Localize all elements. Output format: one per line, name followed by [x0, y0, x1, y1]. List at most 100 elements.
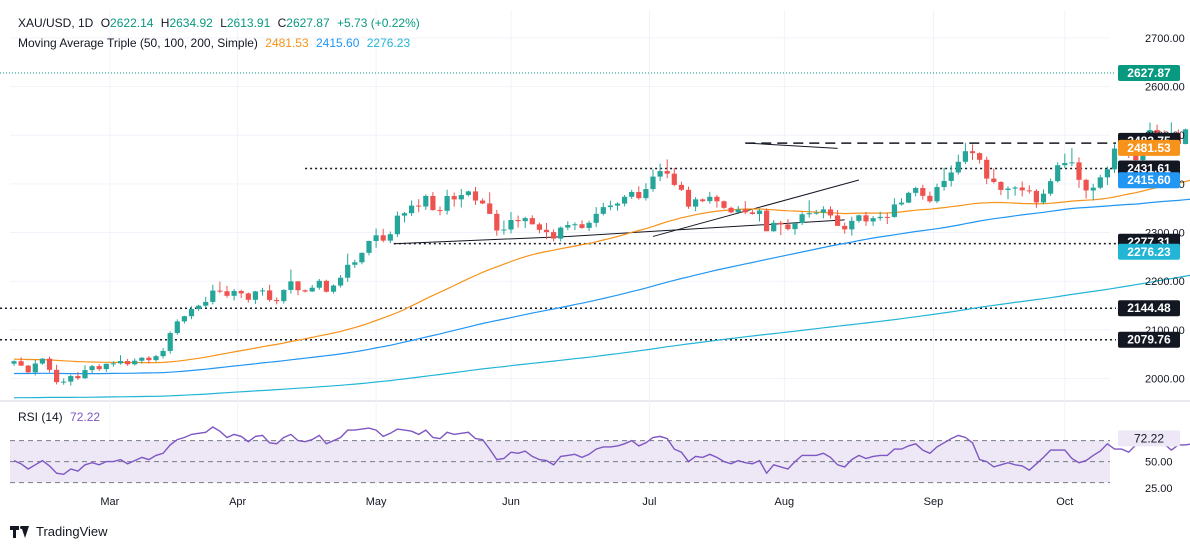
candle-body: [1026, 190, 1032, 192]
candle-body: [1012, 187, 1018, 189]
symbol-label[interactable]: XAU/USD, 1D: [18, 16, 94, 30]
candle: [700, 198, 706, 203]
candle-body: [359, 252, 365, 263]
candle: [167, 331, 173, 354]
candle-body: [75, 376, 81, 379]
candle: [1033, 189, 1039, 208]
candle: [217, 281, 223, 294]
candle: [891, 198, 897, 218]
candle-body: [472, 191, 479, 201]
candle-body: [96, 366, 102, 370]
candle-body: [345, 264, 351, 278]
candle-body: [607, 205, 613, 208]
time-axis: Mar Apr May Jun Jul Aug Sep Oct: [100, 496, 1073, 508]
last-price-tag-box: [1118, 65, 1180, 82]
rsi-legend: RSI (14) 72.22: [18, 410, 104, 425]
candle: [1055, 162, 1061, 183]
candle-body: [465, 191, 471, 196]
candle: [1069, 147, 1075, 167]
candle: [1111, 144, 1118, 173]
candle: [352, 259, 358, 268]
ma-title[interactable]: Moving Average Triple (50, 100, 200, Sim…: [18, 36, 258, 50]
candle: [68, 374, 74, 386]
candle-body: [32, 363, 38, 373]
candle-body: [18, 361, 24, 366]
candle-body: [295, 281, 301, 291]
candle: [593, 207, 599, 228]
candle-body: [820, 209, 826, 213]
candle-body: [508, 220, 514, 230]
candle-body: [373, 235, 379, 241]
candle-body: [536, 224, 542, 230]
candle-body: [835, 215, 841, 226]
candle: [906, 191, 912, 204]
candlesticks: [11, 122, 1189, 386]
candle: [366, 240, 372, 256]
candle-body: [622, 196, 628, 204]
candle-body: [103, 363, 109, 370]
candle-body: [955, 161, 961, 173]
candle: [664, 159, 670, 179]
brand-name[interactable]: TradingView: [36, 524, 108, 539]
candle: [586, 220, 592, 231]
candle-body: [700, 199, 706, 202]
candle: [117, 355, 124, 365]
candle-body: [785, 224, 791, 230]
candle: [423, 194, 429, 210]
candle-body: [898, 202, 905, 205]
candle: [742, 201, 748, 215]
candle-body: [678, 184, 684, 190]
grid: [0, 10, 1190, 488]
candle-body: [643, 189, 649, 199]
candle-body: [181, 316, 187, 322]
candle-body: [323, 280, 329, 292]
candle: [707, 191, 713, 204]
candle-body: [39, 358, 45, 364]
ma100-line: [14, 198, 1190, 375]
month-tick-label: May: [366, 496, 387, 508]
last-price-tag-text: 2627.87: [1127, 66, 1171, 80]
candle-body: [1005, 188, 1011, 190]
candle-body: [920, 188, 926, 196]
price-tick-label: 2600.00: [1145, 82, 1185, 94]
ma200-value: 2276.23: [366, 36, 411, 50]
candle: [955, 154, 961, 175]
candle-body: [1104, 169, 1110, 178]
candle: [543, 223, 550, 240]
candle: [231, 288, 237, 301]
candle-body: [1062, 163, 1068, 166]
candle: [849, 216, 855, 236]
candle: [54, 364, 60, 385]
level-tag-box: [1118, 300, 1180, 317]
tradingview-logo-icon[interactable]: [10, 525, 30, 538]
candle-body: [416, 205, 422, 207]
rsi-legend-value: 72.22: [70, 410, 101, 424]
candle: [401, 212, 408, 223]
rsi-title[interactable]: RSI (14): [18, 410, 63, 424]
candle: [103, 363, 109, 372]
candle-body: [558, 227, 564, 239]
candle: [792, 223, 798, 235]
candle: [409, 200, 415, 217]
candle-body: [707, 196, 713, 202]
candle: [1005, 186, 1011, 200]
candle-body: [806, 213, 812, 215]
candle-body: [61, 381, 67, 383]
candle: [444, 189, 450, 215]
candle: [1083, 178, 1089, 199]
candle-body: [25, 365, 31, 373]
candle: [600, 202, 606, 216]
candle-body: [778, 222, 784, 225]
candle: [870, 216, 876, 226]
candle: [735, 205, 741, 213]
candle-body: [749, 212, 755, 214]
candle-body: [224, 291, 230, 296]
candle: [281, 289, 287, 304]
low-value: 2613.91: [226, 16, 271, 30]
candle-body: [11, 361, 17, 364]
candle: [756, 208, 763, 222]
candle-body: [685, 189, 692, 207]
candle-body: [409, 205, 415, 214]
candle: [572, 222, 578, 231]
rsi-tick-label: 25.00: [1145, 483, 1173, 495]
